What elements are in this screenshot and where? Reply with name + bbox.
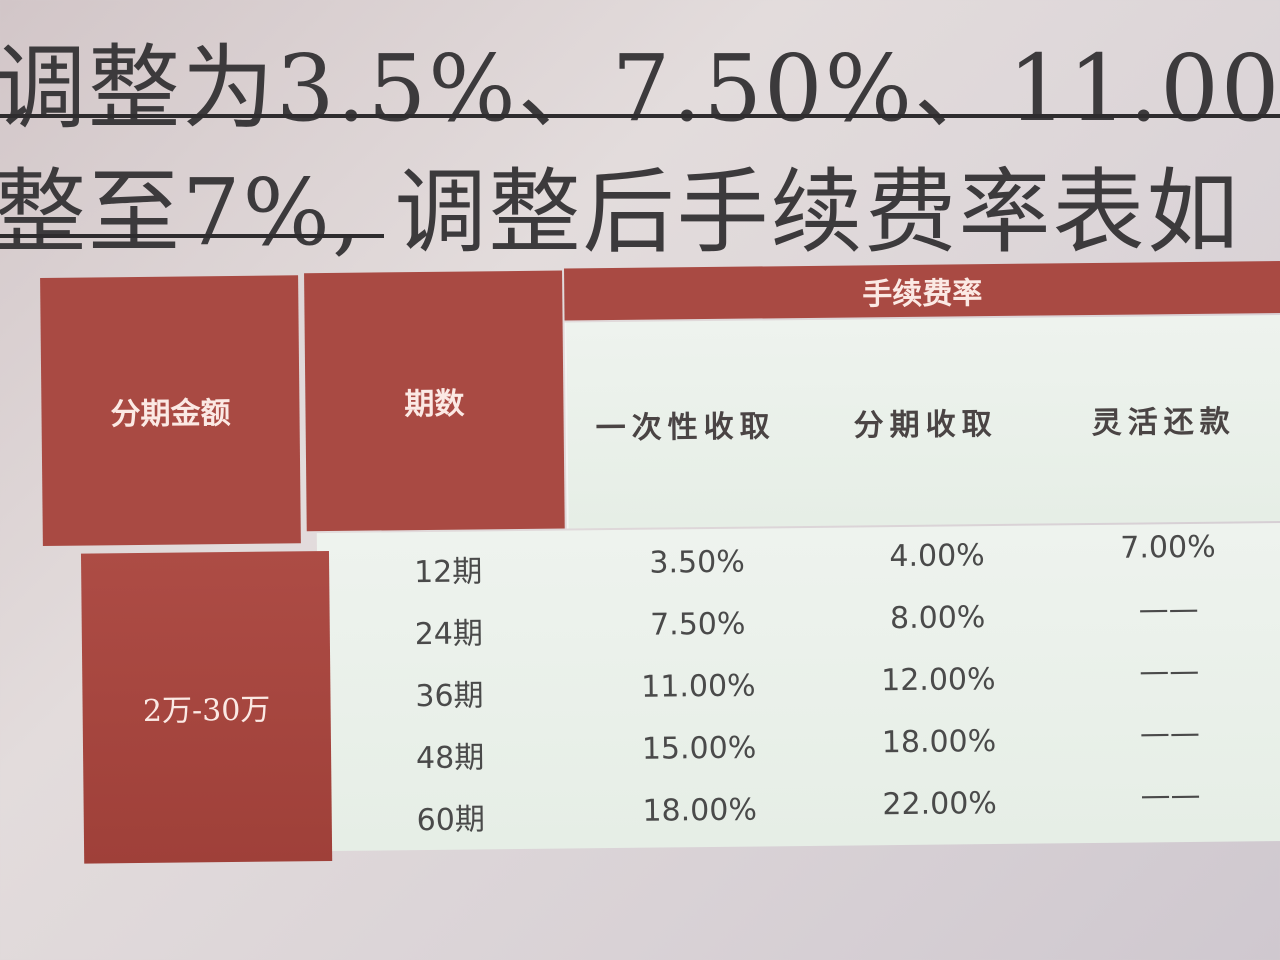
subheader-installment-label: 分期收取 [853, 406, 998, 444]
table-cell-installment: 18.00% [881, 723, 997, 760]
table-row-period: 24期 [414, 616, 484, 653]
table-row-period: 48期 [415, 740, 485, 777]
underline-1 [0, 114, 1280, 118]
flexible-column: 7.00% —— —— —— —— [1053, 515, 1280, 827]
table-cell-one-time: 18.00% [642, 792, 758, 829]
subheader-one-time-label: 一次性收取 [595, 409, 776, 447]
installment-column: 4.00% 8.00% 12.00% 18.00% 22.00% [817, 523, 1060, 835]
one-time-column: 3.50% 7.50% 11.00% 15.00% 18.00% [577, 530, 820, 842]
table-cell-installment: 22.00% [882, 785, 998, 822]
subheader-one-time: 一次性收取 [565, 320, 807, 529]
header-periods: 期数 [304, 270, 565, 532]
table-cell-flexible: 7.00% [1120, 529, 1216, 566]
fee-rate-table: 分期金额 期数 手续费率 一次性收取 分期收取 灵活还款 2万-30万 12期 … [40, 257, 1280, 870]
table-row-period: 60期 [416, 802, 486, 839]
subheader-flexible: 灵活还款 [1045, 315, 1280, 523]
table-cell-one-time: 11.00% [641, 668, 756, 705]
subheader-flexible-label: 灵活还款 [1091, 404, 1236, 441]
header-amount: 分期金额 [40, 275, 301, 546]
table-cell-one-time: 3.50% [649, 544, 745, 581]
table-cell-one-time: 7.50% [649, 606, 746, 643]
table-cell-installment: 12.00% [880, 661, 996, 698]
table-row-period: 36期 [415, 678, 484, 715]
document-text-line-1: 调整为3.5%、7.50%、11.00%, [0, 35, 1280, 142]
table-cell-one-time: 15.00% [641, 730, 757, 767]
table-cell-flexible: —— [1138, 591, 1199, 628]
amount-range-cell: 2万-30万 [80, 550, 333, 864]
table-cell-installment: 8.00% [889, 599, 986, 636]
subheader-installment: 分期收取 [805, 317, 1047, 526]
underline-2 [0, 234, 384, 238]
table-cell-installment: 4.00% [889, 537, 985, 574]
table-cell-flexible: —— [1140, 777, 1201, 814]
amount-range-label: 2万-30万 [142, 692, 271, 729]
document-text-line-2: 整至7%, 调整后手续费率表如 [0, 159, 1241, 266]
table-cell-flexible: —— [1139, 715, 1201, 752]
header-fee-rate: 手续费率 [564, 261, 1280, 321]
table-cell-flexible: —— [1139, 653, 1200, 690]
header-amount-label: 分期金额 [110, 396, 231, 433]
table-row-period: 12期 [413, 554, 483, 591]
header-fee-rate-label: 手续费率 [862, 276, 983, 313]
periods-column: 12期 24期 36期 48期 60期 [333, 537, 566, 849]
header-periods-label: 期数 [404, 386, 465, 423]
